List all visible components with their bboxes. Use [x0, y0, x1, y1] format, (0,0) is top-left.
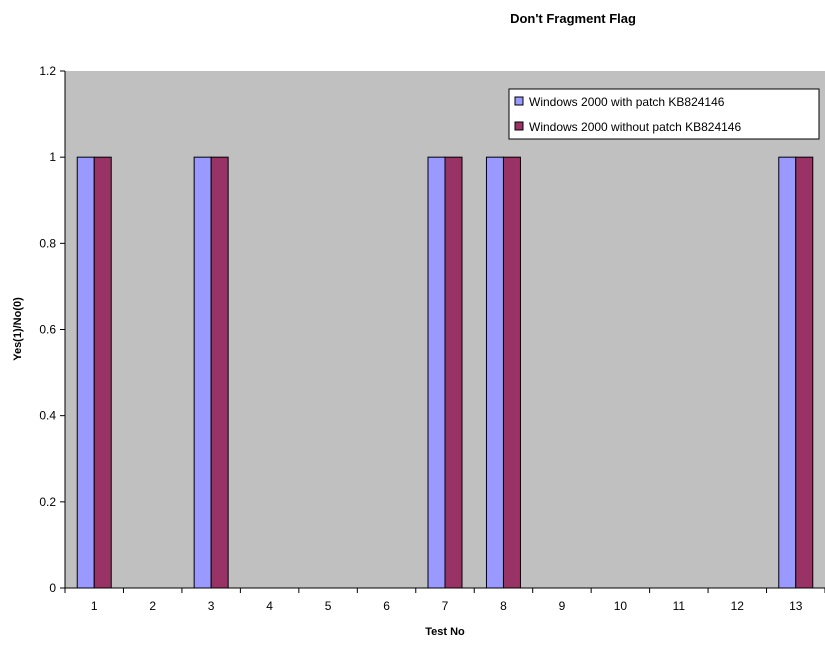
legend-swatch-series-1 — [514, 96, 524, 106]
x-tick-label: 9 — [559, 599, 566, 613]
y-tick-label: 0.2 — [39, 495, 56, 509]
y-tick-label: 0 — [49, 581, 56, 595]
legend: Windows 2000 with patch KB824146 Windows… — [508, 88, 820, 140]
legend-label-series-1: Windows 2000 with patch KB824146 — [529, 95, 725, 109]
bar-series-1-test-3 — [193, 156, 212, 589]
x-tick-label: 10 — [614, 599, 628, 613]
bar-series-1-test-7 — [427, 156, 446, 589]
y-tick-label: 0.6 — [39, 323, 56, 337]
x-tick-label: 13 — [789, 599, 803, 613]
x-tick-label: 2 — [149, 599, 156, 613]
x-tick-label: 3 — [208, 599, 215, 613]
bar-series-1-test-8 — [485, 156, 504, 589]
x-tick-label: 12 — [731, 599, 745, 613]
x-tick-label: 1 — [91, 599, 98, 613]
y-tick-label: 0.8 — [39, 236, 56, 250]
bars-group — [76, 156, 814, 589]
axes-group — [60, 70, 825, 593]
legend-swatch-series-2 — [514, 121, 524, 131]
bar-series-1-test-13 — [778, 156, 797, 589]
chart-title: Don't Fragment Flag — [510, 11, 636, 26]
y-tick-labels: 0 0.2 0.4 0.6 0.8 1 1.2 — [39, 64, 56, 595]
x-tick-labels: 1 2 3 4 5 6 7 8 9 10 11 12 13 — [91, 599, 803, 613]
bar-series-2-test-8 — [502, 156, 521, 589]
bar-series-2-test-13 — [795, 156, 814, 589]
x-axis-title: Test No — [425, 626, 465, 638]
legend-box — [508, 88, 820, 140]
bar-series-2-test-7 — [444, 156, 463, 589]
x-tick-label: 7 — [442, 599, 449, 613]
y-tick-label: 1 — [49, 150, 56, 164]
x-tick-label: 11 — [673, 599, 686, 613]
x-tick-label: 6 — [383, 599, 390, 613]
y-tick-label: 0.4 — [39, 409, 56, 423]
y-tick-label: 1.2 — [39, 64, 56, 78]
x-tick-label: 4 — [266, 599, 273, 613]
bar-series-2-test-1 — [93, 156, 112, 589]
legend-label-series-2: Windows 2000 without patch KB824146 — [529, 120, 741, 134]
x-tick-label: 8 — [500, 599, 507, 613]
bar-series-1-test-1 — [76, 156, 95, 589]
bar-series-2-test-3 — [210, 156, 229, 589]
y-axis-title: Yes(1)/No(0) — [12, 297, 24, 361]
x-tick-label: 5 — [325, 599, 332, 613]
